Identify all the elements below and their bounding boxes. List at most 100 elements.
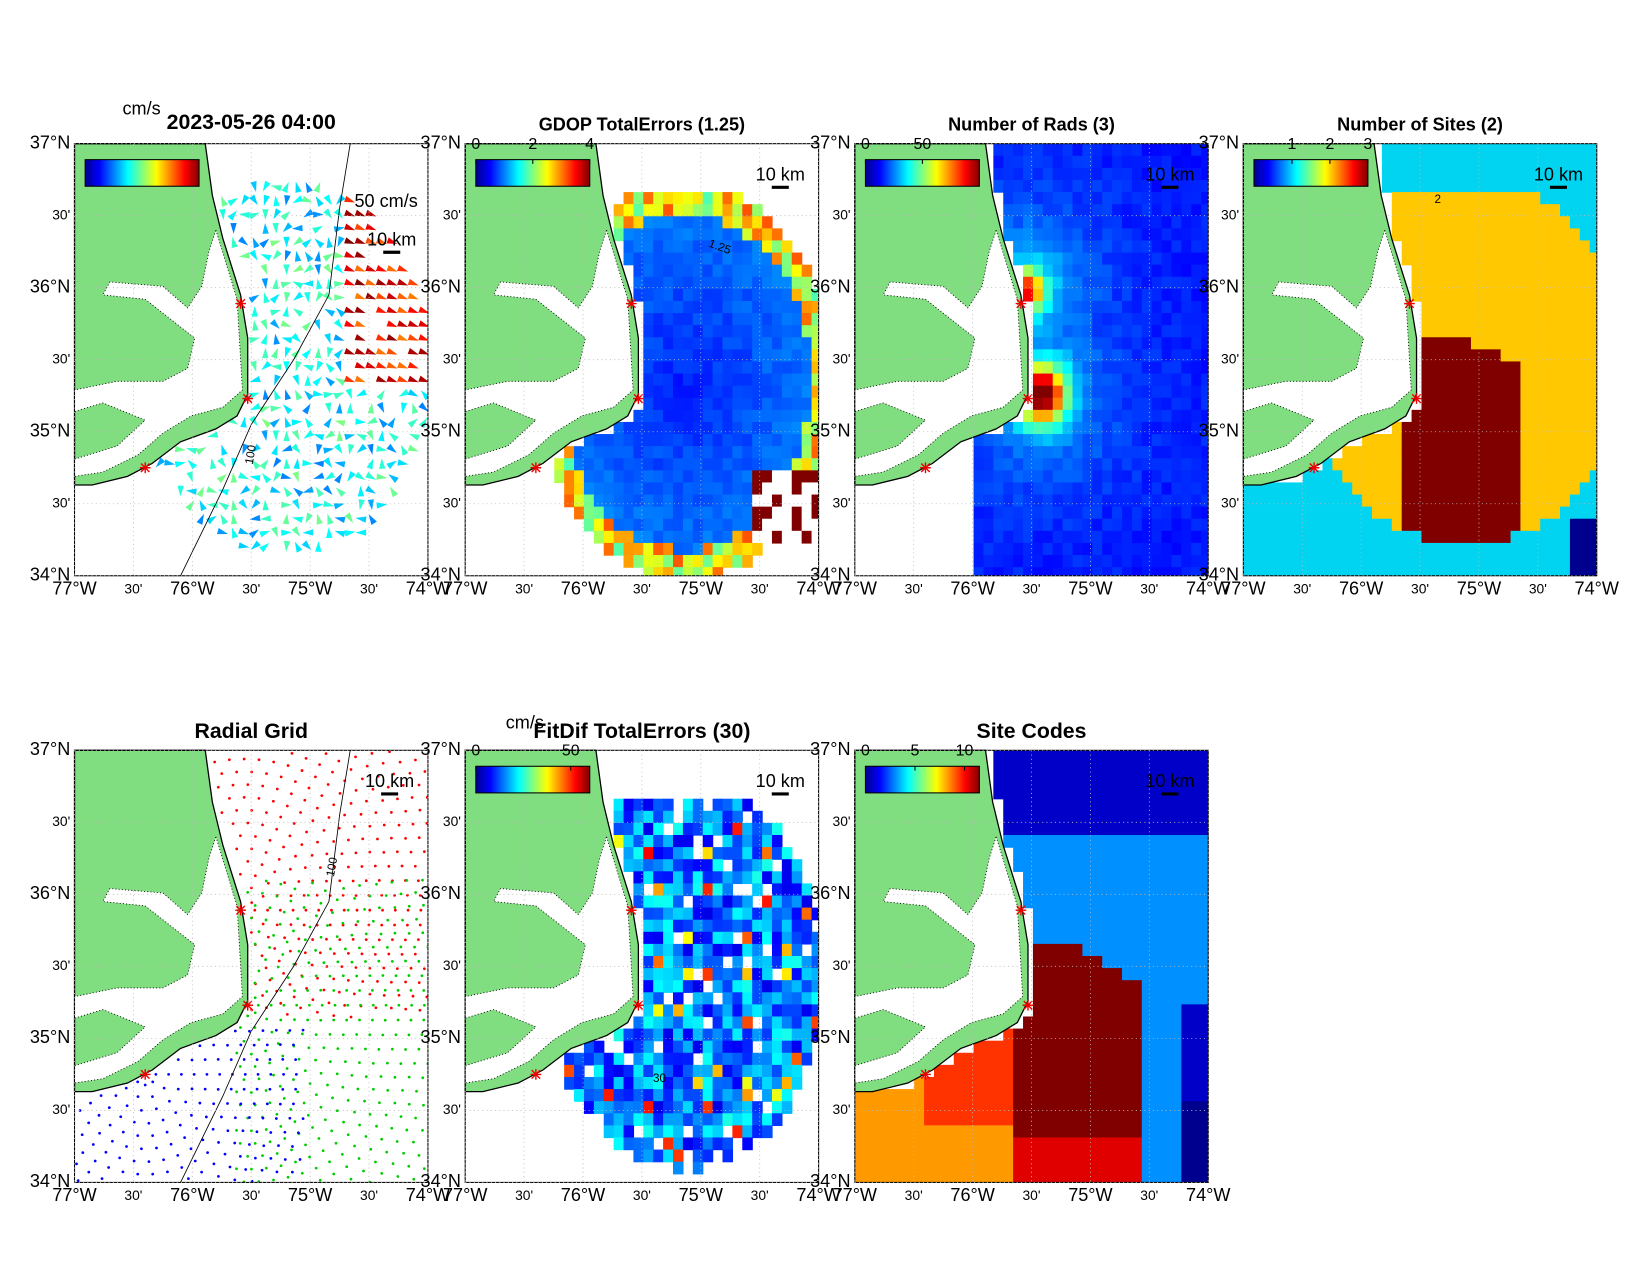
data-cell xyxy=(1540,349,1551,363)
current-vector xyxy=(251,484,261,496)
data-cell xyxy=(1072,385,1084,399)
data-cell xyxy=(771,883,783,897)
data-cell xyxy=(1131,252,1143,266)
radial-grid-point xyxy=(338,791,342,795)
data-cell xyxy=(1042,859,1054,872)
data-cell xyxy=(1131,1161,1143,1175)
data-cell xyxy=(1589,518,1597,532)
radial-grid-point xyxy=(332,803,336,807)
data-cell xyxy=(1401,228,1413,242)
data-cell xyxy=(1401,155,1413,169)
data-cell xyxy=(1520,143,1531,157)
data-cell xyxy=(623,1076,635,1090)
data-cell xyxy=(583,506,595,520)
data-cell xyxy=(1131,337,1143,350)
data-cell xyxy=(1401,252,1413,266)
data-cell xyxy=(1072,919,1084,933)
data-cell xyxy=(712,397,724,411)
data-cell xyxy=(953,1125,965,1139)
data-cell xyxy=(1480,385,1492,399)
lon-tick-label: 30' xyxy=(1022,580,1040,596)
data-cell xyxy=(1569,421,1581,435)
data-cell xyxy=(1131,871,1143,885)
data-cell xyxy=(1461,240,1472,254)
radial-grid-point xyxy=(226,1043,229,1047)
data-cell xyxy=(1520,385,1531,399)
data-cell xyxy=(762,968,773,981)
radial-grid-point xyxy=(292,822,296,825)
data-cell xyxy=(1530,482,1541,496)
data-cell xyxy=(1151,980,1163,993)
data-cell xyxy=(1062,494,1074,508)
data-cell xyxy=(702,1137,714,1151)
data-cell xyxy=(811,518,819,532)
data-cell xyxy=(1042,786,1054,800)
data-cell xyxy=(983,1040,994,1054)
data-cell xyxy=(1181,228,1192,242)
data-cell xyxy=(1161,1089,1173,1102)
data-cell xyxy=(1161,506,1173,520)
data-cell xyxy=(653,494,664,508)
data-cell xyxy=(1500,228,1512,242)
data-cell xyxy=(1560,337,1571,350)
data-cell xyxy=(732,397,743,411)
data-cell xyxy=(1201,955,1209,969)
radial-grid-point xyxy=(143,1083,147,1087)
radial-grid-point xyxy=(253,942,257,946)
data-cell xyxy=(1461,216,1472,230)
data-cell xyxy=(1560,325,1571,338)
data-cell xyxy=(554,458,565,471)
current-vector xyxy=(354,237,366,245)
data-cell xyxy=(791,434,803,447)
data-cell xyxy=(1141,1040,1153,1054)
data-cell xyxy=(643,907,654,921)
data-cell xyxy=(1092,167,1103,181)
data-cell xyxy=(623,482,635,496)
radial-grid-point xyxy=(330,908,333,912)
data-cell xyxy=(1510,143,1522,157)
radial-grid-point xyxy=(261,895,265,898)
radial-grid-point xyxy=(341,921,345,925)
data-cell xyxy=(712,542,724,556)
data-cell xyxy=(1352,494,1363,508)
data-cell xyxy=(1263,555,1274,568)
data-cell xyxy=(1332,518,1343,532)
current-vector xyxy=(315,196,324,207)
data-cell xyxy=(791,276,803,290)
data-cell xyxy=(1589,385,1597,399)
data-cell xyxy=(1579,288,1591,302)
radial-grid-point xyxy=(265,1102,269,1106)
data-cell xyxy=(1171,919,1183,933)
radial-grid-point xyxy=(89,1101,92,1105)
radial-grid-point xyxy=(218,1073,222,1076)
radial-grid-point xyxy=(418,808,422,812)
data-cell xyxy=(1161,216,1173,230)
radial-grid-point xyxy=(422,1167,426,1170)
data-cell xyxy=(1072,1016,1084,1030)
data-cell xyxy=(1032,1113,1044,1127)
data-cell xyxy=(1201,506,1209,520)
lon-tick-label: 30' xyxy=(124,580,142,596)
data-cell xyxy=(1052,786,1064,800)
data-cell xyxy=(791,518,803,532)
data-cell xyxy=(673,1101,684,1114)
data-cell xyxy=(1451,434,1462,447)
data-cell xyxy=(854,1137,866,1151)
data-cell xyxy=(973,555,985,568)
data-cell xyxy=(1092,943,1103,957)
data-cell xyxy=(1569,373,1581,387)
radial-grid-point xyxy=(336,960,340,964)
data-cell xyxy=(1052,240,1064,254)
radial-grid-point xyxy=(343,1003,347,1007)
data-cell xyxy=(1201,192,1209,205)
current-vector xyxy=(274,374,281,386)
data-cell xyxy=(1470,518,1482,532)
data-cell xyxy=(1032,1052,1044,1066)
current-vector xyxy=(250,180,257,193)
data-cell xyxy=(1191,555,1202,568)
data-cell xyxy=(993,567,1004,576)
current-vector xyxy=(252,237,260,249)
data-cell xyxy=(1082,228,1093,242)
data-cell xyxy=(1102,1028,1113,1042)
radial-grid-point xyxy=(311,938,315,941)
